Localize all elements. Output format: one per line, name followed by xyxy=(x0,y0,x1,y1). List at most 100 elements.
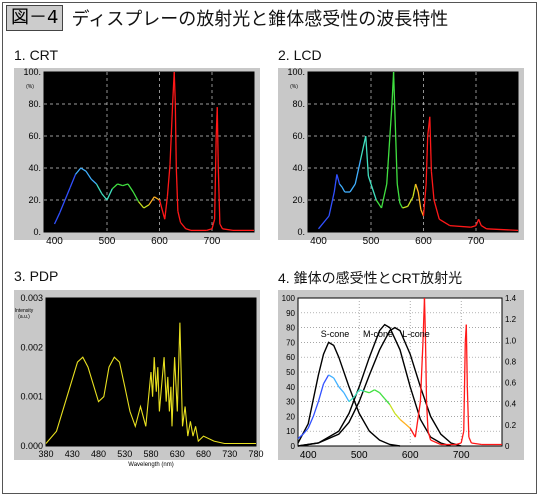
spectrum-segment xyxy=(322,374,330,385)
spectrum-segment xyxy=(169,103,174,165)
spectrum-segment xyxy=(449,224,471,228)
y-tick-label: 60. xyxy=(28,131,41,141)
spectrum-segment xyxy=(369,389,375,394)
spectrum-segment xyxy=(216,107,219,169)
spectrum-segment xyxy=(312,401,320,417)
y2-tick-label: 0.2 xyxy=(505,421,517,430)
x-tick-label: 600 xyxy=(415,236,432,247)
spectrum-segment xyxy=(402,205,408,209)
x-tick-label: 500 xyxy=(363,236,380,247)
x-tick-label: 600 xyxy=(402,450,419,461)
spectrum-segment xyxy=(148,196,155,206)
spectrum-segment xyxy=(468,436,472,444)
spectrum-segment xyxy=(414,401,422,438)
spectrum-segment xyxy=(419,342,424,402)
spectrum-segment xyxy=(53,212,61,225)
spectrum-segment xyxy=(69,174,77,188)
y-tick-label: 80. xyxy=(28,99,41,109)
x-tick-label: 580 xyxy=(143,449,158,459)
spectrum-segment xyxy=(217,167,221,225)
spectrum-segment xyxy=(213,135,217,220)
spectrum-segment xyxy=(219,223,224,230)
chart-cone: 400 500 600 70010090807060504030201001.41.2… xyxy=(278,290,524,461)
spectrum-segment xyxy=(143,204,150,209)
x-tick-label: 700 xyxy=(204,236,221,247)
spectrum-segment xyxy=(101,193,108,201)
y-tick-label: 0. xyxy=(33,227,41,237)
spectrum-segment xyxy=(333,377,340,388)
y-unit-label: (a.u.) xyxy=(18,314,30,320)
spectrum-segment xyxy=(379,392,386,400)
spectrum-segment xyxy=(297,433,304,440)
spectrum-segment xyxy=(430,439,442,446)
spectrum-segment xyxy=(307,416,314,429)
spectrum-segment xyxy=(412,183,417,197)
panel-title-cone: 4. 錐体の感受性とCRT放射光 xyxy=(278,270,463,286)
spectrum-segment xyxy=(427,431,432,441)
spectrum-segment xyxy=(348,396,355,403)
spectrum-segment xyxy=(470,224,477,228)
cone-label-3: L-cone xyxy=(402,329,430,339)
spectrum-segment xyxy=(399,202,404,209)
spectrum-segment xyxy=(460,431,465,444)
spectrum-segment xyxy=(433,199,440,220)
spectrum-segment xyxy=(429,116,433,172)
spectrum-segment xyxy=(158,199,166,220)
spectrum-segment xyxy=(333,174,338,193)
cone-label-2: M-cone xyxy=(363,329,393,339)
spectrum-segment xyxy=(430,171,435,201)
spectrum-segment xyxy=(64,186,71,201)
spectrum-segment xyxy=(137,201,145,209)
y-unit-label: (%) xyxy=(290,84,298,90)
spectrum-segment xyxy=(359,135,367,161)
x-tick-label: 730 xyxy=(222,449,237,459)
panel-title-lcd: 2. LCD xyxy=(278,47,322,63)
y-axis-label: Intensity xyxy=(15,308,34,314)
spectrum-segment xyxy=(365,135,370,177)
spectrum-segment xyxy=(367,175,372,185)
spectrum-segment xyxy=(317,215,330,230)
spectrum-segment xyxy=(425,135,429,185)
spectrum-segment xyxy=(177,211,182,223)
spectrum-segment xyxy=(338,183,343,188)
y-tick-label: 10 xyxy=(286,427,295,436)
spectrum-segment xyxy=(111,183,118,190)
spectrum-segment xyxy=(166,164,171,197)
spectrum-segment xyxy=(423,297,427,340)
cone-curve xyxy=(297,323,452,447)
spectrum-segment xyxy=(117,183,123,187)
spectrum-segment xyxy=(85,170,92,180)
y-tick-label: 20 xyxy=(286,412,295,421)
y-tick-label: 100. xyxy=(23,67,41,77)
x-tick-label: 530 xyxy=(117,449,132,459)
spectrum-segment xyxy=(341,186,346,193)
spectrum-segment xyxy=(174,100,177,169)
y2-tick-label: 0.4 xyxy=(505,400,517,409)
spectrum-segment xyxy=(106,188,113,201)
spectrum-segment xyxy=(396,183,401,204)
spectrum-segment xyxy=(465,324,468,387)
spectrum-segment xyxy=(80,167,87,172)
spectrum-segment xyxy=(375,199,383,209)
figure-label: 図－4 xyxy=(6,5,64,31)
spectrum-segment xyxy=(338,386,345,394)
spectrum-segment xyxy=(486,228,519,232)
spectrum-segment xyxy=(422,183,427,217)
y-tick-label: 0.001 xyxy=(20,392,43,402)
plot-area xyxy=(307,71,519,233)
panel-title-crt: 1. CRT xyxy=(14,47,59,63)
spectrum-segment xyxy=(175,167,179,212)
x-tick-label: 400 xyxy=(310,236,327,247)
spectrum-segment xyxy=(179,221,187,230)
spectrum-segment xyxy=(466,386,470,438)
spectrum-segment xyxy=(173,71,176,101)
spectrum-segment xyxy=(409,427,416,438)
spectrum-segment xyxy=(127,183,134,193)
spectrum-segment xyxy=(425,401,429,432)
cone-curve xyxy=(297,341,401,447)
y-tick-label: 0 xyxy=(291,442,296,451)
spectrum-segment xyxy=(389,404,396,414)
x-tick-label: 500 xyxy=(351,450,368,461)
y-tick-label: 80. xyxy=(292,99,305,109)
